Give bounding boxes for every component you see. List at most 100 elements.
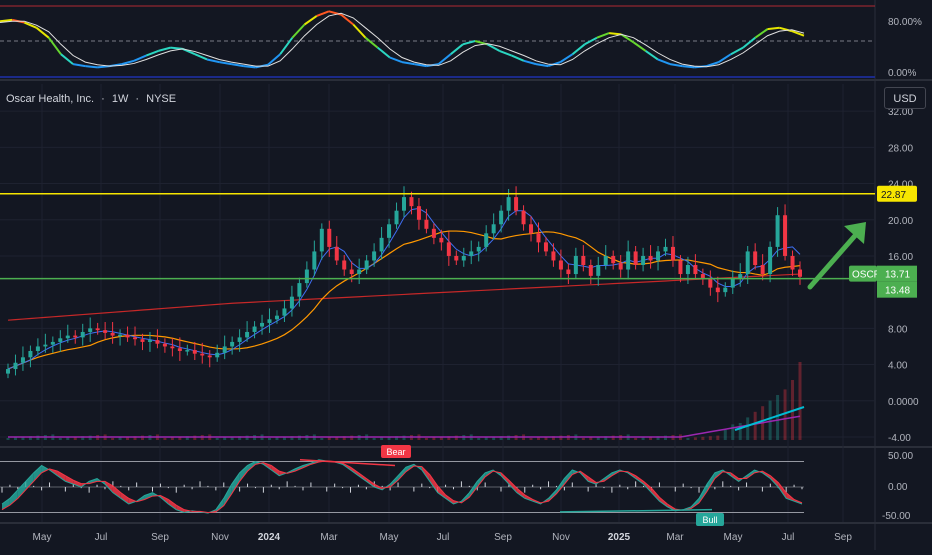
candle-body[interactable] bbox=[484, 233, 489, 247]
candle-body[interactable] bbox=[760, 265, 765, 275]
candle-body[interactable] bbox=[685, 265, 690, 275]
candle-body[interactable] bbox=[596, 265, 601, 276]
candle-body[interactable] bbox=[446, 242, 451, 256]
candle-body[interactable] bbox=[618, 263, 623, 270]
candle-body[interactable] bbox=[723, 287, 728, 293]
candle-body[interactable] bbox=[334, 246, 339, 261]
candle-body[interactable] bbox=[775, 215, 780, 247]
candle-body[interactable] bbox=[200, 353, 205, 356]
candle-body[interactable] bbox=[185, 350, 190, 352]
candle-body[interactable] bbox=[297, 283, 302, 297]
candle-body[interactable] bbox=[192, 350, 197, 354]
candle-body[interactable] bbox=[499, 210, 504, 225]
candle-body[interactable] bbox=[95, 328, 100, 331]
candle-body[interactable] bbox=[230, 341, 235, 347]
candle-body[interactable] bbox=[222, 346, 227, 353]
target-arrow-head[interactable] bbox=[844, 222, 866, 244]
candle-body[interactable] bbox=[155, 340, 160, 344]
candle-body[interactable] bbox=[633, 251, 638, 265]
candle-body[interactable] bbox=[708, 278, 713, 288]
candle-body[interactable] bbox=[28, 350, 33, 358]
candle-body[interactable] bbox=[252, 326, 257, 332]
candle-body[interactable] bbox=[558, 260, 563, 270]
candle-body[interactable] bbox=[103, 330, 108, 333]
candle-body[interactable] bbox=[670, 246, 675, 261]
candle-body[interactable] bbox=[529, 224, 534, 234]
candle-body[interactable] bbox=[88, 328, 93, 332]
candle-body[interactable] bbox=[551, 251, 556, 261]
candle-body[interactable] bbox=[536, 233, 541, 243]
candle-body[interactable] bbox=[162, 343, 167, 347]
candle-body[interactable] bbox=[304, 269, 309, 284]
candle-body[interactable] bbox=[170, 346, 175, 349]
candle-body[interactable] bbox=[469, 251, 474, 256]
candle-body[interactable] bbox=[73, 335, 78, 338]
candle-body[interactable] bbox=[43, 344, 48, 347]
candle-body[interactable] bbox=[648, 255, 653, 261]
candle-body[interactable] bbox=[715, 287, 720, 293]
candle-body[interactable] bbox=[387, 224, 392, 238]
candle-body[interactable] bbox=[626, 251, 631, 270]
candle-body[interactable] bbox=[215, 352, 220, 358]
candle-body[interactable] bbox=[260, 322, 265, 327]
candle-body[interactable] bbox=[267, 319, 272, 323]
candle-body[interactable] bbox=[349, 269, 354, 275]
candle-body[interactable] bbox=[394, 210, 399, 225]
candle-body[interactable] bbox=[327, 228, 332, 247]
candle-body[interactable] bbox=[409, 197, 414, 207]
candle-body[interactable] bbox=[50, 341, 55, 345]
candle-body[interactable] bbox=[364, 260, 369, 270]
candle-body[interactable] bbox=[147, 340, 152, 342]
candle-body[interactable] bbox=[543, 242, 548, 252]
interval-label[interactable]: 1W bbox=[111, 93, 129, 105]
candle-body[interactable] bbox=[566, 269, 571, 275]
candle-body[interactable] bbox=[454, 255, 459, 261]
candle-body[interactable] bbox=[783, 215, 788, 256]
candle-body[interactable] bbox=[700, 274, 705, 279]
candle-body[interactable] bbox=[738, 274, 743, 279]
candle-body[interactable] bbox=[663, 246, 668, 252]
candle-body[interactable] bbox=[289, 296, 294, 309]
candle-body[interactable] bbox=[140, 339, 145, 342]
candle-body[interactable] bbox=[245, 331, 250, 338]
candle-body[interactable] bbox=[342, 260, 347, 270]
target-arrow-shaft[interactable] bbox=[807, 227, 863, 290]
candle-body[interactable] bbox=[678, 260, 683, 275]
candle-body[interactable] bbox=[13, 362, 18, 370]
candle-body[interactable] bbox=[461, 255, 466, 261]
candle-body[interactable] bbox=[312, 251, 317, 270]
candle-body[interactable] bbox=[581, 255, 586, 265]
candle-body[interactable] bbox=[656, 251, 661, 261]
candle-body[interactable] bbox=[521, 210, 526, 225]
candle-body[interactable] bbox=[319, 228, 324, 252]
candle-body[interactable] bbox=[35, 346, 40, 351]
currency-button[interactable]: USD bbox=[884, 87, 926, 109]
candle-body[interactable] bbox=[6, 369, 10, 374]
candle-body[interactable] bbox=[439, 237, 444, 243]
candle-body[interactable] bbox=[641, 255, 646, 265]
candle-body[interactable] bbox=[58, 338, 63, 342]
candle-body[interactable] bbox=[207, 355, 212, 358]
candle-body[interactable] bbox=[125, 334, 130, 338]
candle-body[interactable] bbox=[431, 228, 436, 238]
candle-body[interactable] bbox=[730, 278, 735, 288]
candle-body[interactable] bbox=[274, 315, 279, 320]
candle-body[interactable] bbox=[768, 246, 773, 275]
candle-body[interactable] bbox=[20, 357, 25, 363]
candle-body[interactable] bbox=[611, 255, 616, 264]
candle-body[interactable] bbox=[402, 197, 406, 211]
candle-body[interactable] bbox=[491, 224, 496, 234]
candle-body[interactable] bbox=[476, 246, 481, 252]
candle-body[interactable] bbox=[118, 334, 123, 337]
candle-body[interactable] bbox=[745, 251, 750, 275]
candle-body[interactable] bbox=[790, 255, 795, 270]
candle-body[interactable] bbox=[80, 331, 85, 338]
candle-body[interactable] bbox=[514, 197, 519, 211]
candle-body[interactable] bbox=[588, 265, 593, 276]
candle-body[interactable] bbox=[424, 219, 429, 229]
candle-body[interactable] bbox=[603, 255, 608, 265]
candle-body[interactable] bbox=[133, 337, 138, 340]
candle-body[interactable] bbox=[693, 265, 698, 275]
